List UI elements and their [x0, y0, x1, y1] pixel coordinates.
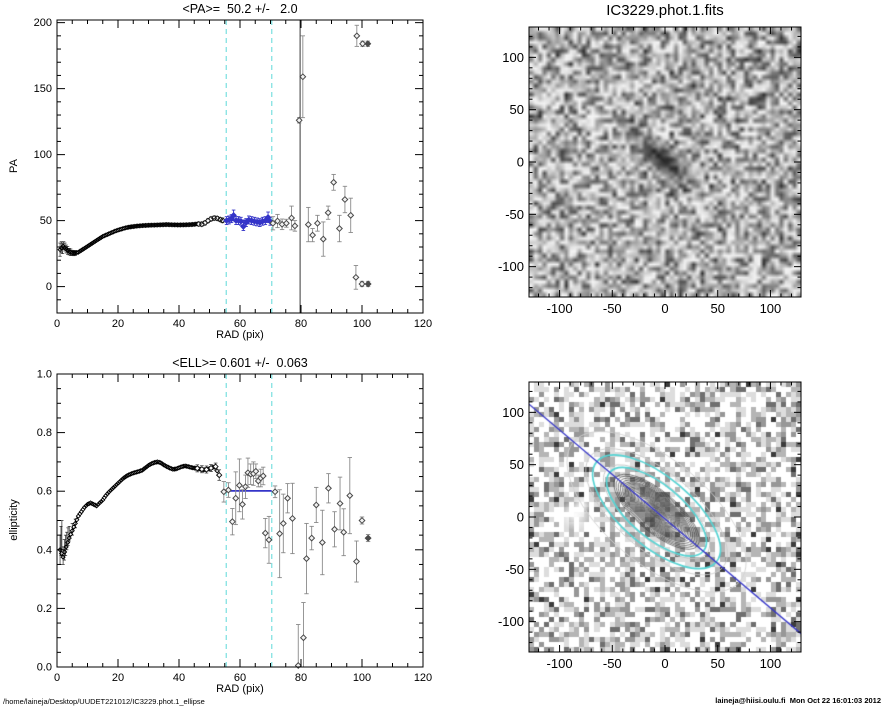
ell-yaxis-label: ellipticity [8, 499, 20, 541]
svg-text:40: 40 [173, 318, 185, 330]
contour-image-canvas [529, 382, 801, 652]
fits-image-title: IC3229.phot.1.fits [606, 2, 724, 19]
svg-text:1.0: 1.0 [37, 369, 52, 381]
svg-text:0: 0 [661, 301, 668, 316]
svg-text:40: 40 [173, 672, 185, 684]
svg-text:0.6: 0.6 [37, 486, 52, 498]
svg-text:100: 100 [353, 318, 371, 330]
svg-text:-50: -50 [603, 301, 622, 316]
svg-text:60: 60 [234, 318, 246, 330]
svg-text:20: 20 [112, 672, 124, 684]
fits-image-canvas [529, 27, 801, 297]
footer-file-path: /home/laineja/Desktop/UUDET221012/IC3229… [3, 697, 205, 706]
svg-text:200: 200 [34, 17, 52, 29]
pa-xaxis-label: RAD (pix) [216, 329, 264, 341]
svg-text:100: 100 [760, 656, 782, 671]
svg-text:80: 80 [295, 672, 307, 684]
svg-text:-50: -50 [505, 562, 524, 577]
svg-text:60: 60 [234, 672, 246, 684]
svg-text:0: 0 [46, 281, 52, 293]
svg-text:-100: -100 [498, 614, 524, 629]
ell-xaxis-label: RAD (pix) [216, 683, 264, 695]
svg-text:-100: -100 [547, 301, 573, 316]
svg-text:-100: -100 [547, 656, 573, 671]
svg-text:120: 120 [414, 318, 432, 330]
svg-text:50: 50 [710, 656, 724, 671]
pa-plot-title: <PA>= 50.2 +/- 2.0 [182, 2, 298, 16]
svg-text:0: 0 [517, 510, 524, 525]
svg-text:-50: -50 [505, 207, 524, 222]
svg-text:120: 120 [414, 672, 432, 684]
svg-text:100: 100 [353, 672, 371, 684]
svg-text:150: 150 [34, 83, 52, 95]
svg-text:80: 80 [295, 318, 307, 330]
svg-text:-50: -50 [603, 656, 622, 671]
svg-text:-100: -100 [498, 259, 524, 274]
pa-yaxis-label: PA [8, 159, 20, 173]
svg-text:0: 0 [54, 318, 60, 330]
footer-user-timestamp: laineja@hiisi.oulu.fi Mon Oct 22 16:01:0… [715, 696, 881, 705]
svg-text:100: 100 [34, 149, 52, 161]
svg-text:50: 50 [510, 102, 524, 117]
svg-text:0.2: 0.2 [37, 603, 52, 615]
svg-text:0: 0 [517, 155, 524, 170]
svg-text:50: 50 [710, 301, 724, 316]
svg-text:50: 50 [40, 215, 52, 227]
svg-text:0.8: 0.8 [37, 427, 52, 439]
svg-text:20: 20 [112, 318, 124, 330]
svg-text:50: 50 [510, 457, 524, 472]
svg-text:100: 100 [760, 301, 782, 316]
svg-text:0.0: 0.0 [37, 662, 52, 674]
svg-text:100: 100 [502, 405, 524, 420]
svg-text:100: 100 [502, 50, 524, 65]
svg-text:0.4: 0.4 [37, 544, 52, 556]
svg-text:0: 0 [661, 656, 668, 671]
ell-plot-title: <ELL>= 0.601 +/- 0.063 [172, 356, 308, 370]
svg-text:0: 0 [54, 672, 60, 684]
